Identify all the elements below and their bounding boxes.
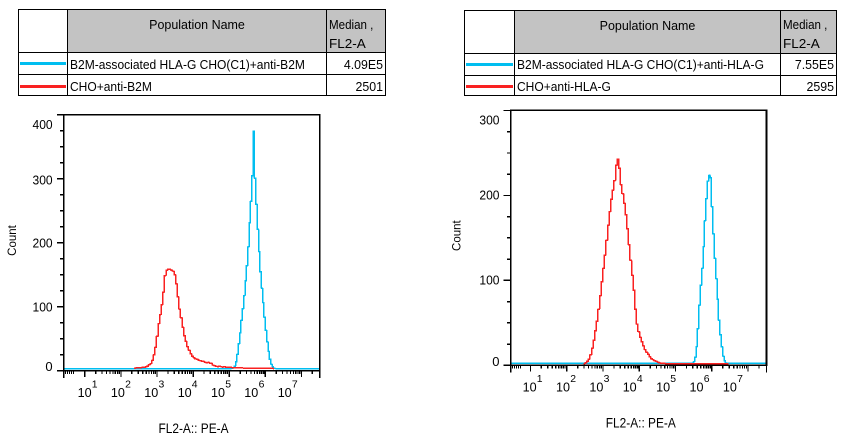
svg-text:3: 3 xyxy=(604,373,610,385)
svg-text:10: 10 xyxy=(211,385,225,400)
svg-text:10: 10 xyxy=(556,379,570,394)
svg-text:10: 10 xyxy=(589,379,603,394)
svg-text:10: 10 xyxy=(723,379,737,394)
svg-text:1: 1 xyxy=(537,373,543,385)
svg-text:10: 10 xyxy=(523,379,537,394)
svg-text:5: 5 xyxy=(225,379,231,391)
svg-text:300: 300 xyxy=(479,112,499,127)
svg-text:10: 10 xyxy=(623,379,637,394)
svg-text:4: 4 xyxy=(637,373,643,385)
svg-text:2: 2 xyxy=(570,373,576,385)
svg-text:0: 0 xyxy=(45,359,52,374)
svg-text:FL2-A:: PE-A: FL2-A:: PE-A xyxy=(606,415,677,431)
svg-text:Count: Count xyxy=(7,224,19,255)
svg-text:10: 10 xyxy=(278,385,292,400)
svg-text:6: 6 xyxy=(259,379,265,391)
svg-text:10: 10 xyxy=(690,379,704,394)
svg-text:100: 100 xyxy=(479,273,499,288)
svg-text:200: 200 xyxy=(479,188,499,203)
svg-text:FL2-A:: PE-A: FL2-A:: PE-A xyxy=(159,420,230,436)
svg-text:10: 10 xyxy=(144,385,158,400)
svg-text:300: 300 xyxy=(33,173,53,188)
svg-text:10: 10 xyxy=(111,385,125,400)
svg-text:7: 7 xyxy=(737,373,743,385)
svg-text:0: 0 xyxy=(492,354,499,369)
svg-text:100: 100 xyxy=(33,300,53,315)
svg-text:6: 6 xyxy=(704,373,710,385)
svg-text:10: 10 xyxy=(656,379,670,394)
svg-text:5: 5 xyxy=(670,373,676,385)
svg-text:10: 10 xyxy=(244,385,258,400)
svg-text:7: 7 xyxy=(292,379,298,391)
svg-text:1: 1 xyxy=(92,379,98,391)
svg-text:400: 400 xyxy=(33,117,53,132)
svg-text:10: 10 xyxy=(178,385,192,400)
svg-text:200: 200 xyxy=(33,236,53,251)
svg-text:10: 10 xyxy=(78,385,92,400)
svg-text:2: 2 xyxy=(125,379,131,391)
svg-text:Count: Count xyxy=(452,219,464,250)
svg-text:3: 3 xyxy=(159,379,165,391)
svg-text:4: 4 xyxy=(192,379,198,391)
